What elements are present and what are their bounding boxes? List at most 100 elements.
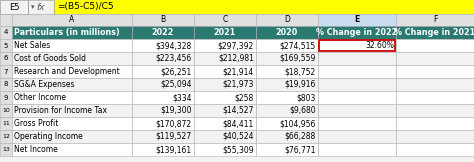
Bar [256, 26, 318, 39]
Text: 7: 7 [4, 69, 8, 75]
Bar [396, 14, 474, 26]
Text: 10: 10 [2, 108, 10, 113]
Text: C: C [222, 16, 228, 24]
Text: 13: 13 [2, 147, 10, 152]
Text: 5: 5 [4, 42, 8, 48]
Text: 32.60%: 32.60% [365, 41, 394, 50]
Bar [194, 78, 256, 91]
Text: 12: 12 [2, 134, 10, 139]
Bar [194, 143, 256, 156]
Bar [396, 52, 474, 65]
Bar [0, 91, 12, 104]
Text: $26,251: $26,251 [161, 67, 192, 76]
Bar [396, 26, 474, 39]
Bar [132, 14, 194, 26]
Bar [256, 117, 318, 130]
Bar [318, 130, 396, 143]
Bar [256, 104, 318, 117]
Text: 2022: 2022 [152, 28, 174, 37]
Bar [132, 78, 194, 91]
Bar [12, 39, 132, 52]
Bar [256, 14, 318, 26]
Bar [319, 40, 395, 51]
Text: Provision for Income Tax: Provision for Income Tax [14, 106, 107, 115]
Text: $274,515: $274,515 [280, 41, 316, 50]
Text: ▾: ▾ [31, 4, 35, 10]
Text: $66,288: $66,288 [285, 132, 316, 141]
Bar [132, 52, 194, 65]
Text: $9,680: $9,680 [289, 106, 316, 115]
Text: $394,328: $394,328 [156, 41, 192, 50]
Bar [396, 78, 474, 91]
Text: fx: fx [37, 2, 45, 12]
Text: Cost of Goods Sold: Cost of Goods Sold [14, 54, 86, 63]
Bar [0, 39, 12, 52]
Text: Net Income: Net Income [14, 145, 58, 154]
Bar [256, 65, 318, 78]
Bar [256, 143, 318, 156]
Bar [256, 52, 318, 65]
Bar [194, 91, 256, 104]
Bar [318, 65, 396, 78]
Text: E: E [355, 16, 360, 24]
Bar [12, 104, 132, 117]
Bar [396, 39, 474, 52]
Bar [0, 14, 12, 26]
Text: Particulars (in millions): Particulars (in millions) [14, 28, 120, 37]
Bar [318, 117, 396, 130]
Bar [132, 39, 194, 52]
Text: Operating Income: Operating Income [14, 132, 83, 141]
Text: D: D [284, 16, 290, 24]
Text: $19,916: $19,916 [284, 80, 316, 89]
Text: % Change in 2021: % Change in 2021 [394, 28, 474, 37]
Bar [318, 91, 396, 104]
Bar [12, 26, 132, 39]
Bar [396, 91, 474, 104]
Text: $25,094: $25,094 [161, 80, 192, 89]
Bar [0, 52, 12, 65]
Text: $18,752: $18,752 [285, 67, 316, 76]
Bar [132, 104, 194, 117]
Bar [318, 52, 396, 65]
Text: $14,527: $14,527 [223, 106, 254, 115]
Bar [318, 143, 396, 156]
Bar [0, 78, 12, 91]
Bar [318, 14, 396, 26]
Bar [0, 0, 474, 14]
Bar [396, 143, 474, 156]
Text: $297,392: $297,392 [218, 41, 254, 50]
Bar [194, 117, 256, 130]
Text: 2020: 2020 [276, 28, 298, 37]
Bar [0, 26, 12, 39]
Bar [12, 130, 132, 143]
Text: $40,524: $40,524 [222, 132, 254, 141]
Bar [318, 39, 396, 52]
Text: 2021: 2021 [214, 28, 236, 37]
Text: $169,559: $169,559 [280, 54, 316, 63]
Bar [256, 91, 318, 104]
Bar [132, 65, 194, 78]
Bar [132, 143, 194, 156]
Bar [12, 14, 132, 26]
Bar [194, 65, 256, 78]
Text: $21,973: $21,973 [223, 80, 254, 89]
Bar [12, 143, 132, 156]
Bar [12, 91, 132, 104]
Text: B: B [160, 16, 165, 24]
Bar [0, 130, 12, 143]
Text: $55,309: $55,309 [222, 145, 254, 154]
Text: Net Sales: Net Sales [14, 41, 50, 50]
Text: $223,456: $223,456 [156, 54, 192, 63]
Text: $212,981: $212,981 [218, 54, 254, 63]
Bar [194, 130, 256, 143]
Text: $334: $334 [173, 93, 192, 102]
Bar [12, 65, 132, 78]
Bar [256, 130, 318, 143]
Bar [318, 104, 396, 117]
Bar [0, 143, 12, 156]
Text: $119,527: $119,527 [156, 132, 192, 141]
Text: % Change in 2022: % Change in 2022 [316, 28, 398, 37]
Bar [0, 65, 12, 78]
Text: $258: $258 [235, 93, 254, 102]
Bar [54, 0, 474, 14]
